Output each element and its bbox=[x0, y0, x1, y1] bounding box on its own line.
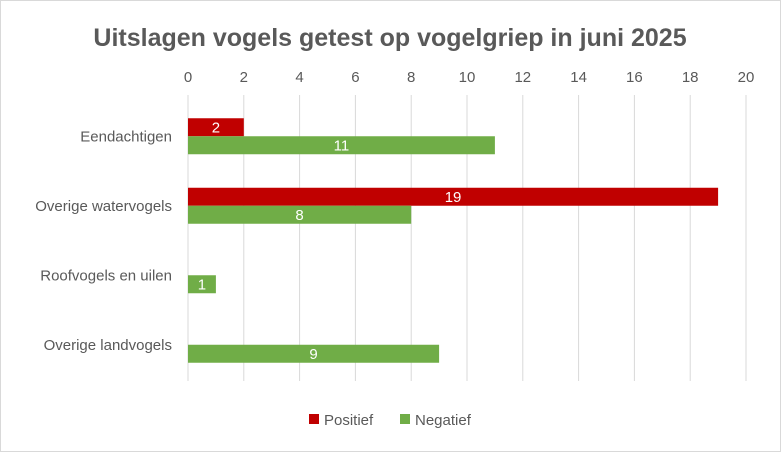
data-label: 1 bbox=[198, 276, 206, 293]
bar-negatief bbox=[188, 136, 495, 155]
x-tick-label: 4 bbox=[295, 69, 303, 86]
legend-label: Negatief bbox=[415, 412, 472, 429]
category-labels: Eendachtigen Overige watervogels Roofvogel… bbox=[35, 128, 172, 354]
x-tick-label: 14 bbox=[570, 69, 587, 86]
x-tick-label: 2 bbox=[240, 69, 248, 86]
legend-swatch-positief bbox=[309, 414, 319, 424]
legend-label: Positief bbox=[324, 412, 374, 429]
x-tick-label: 0 bbox=[184, 69, 192, 86]
data-label: 2 bbox=[212, 119, 220, 136]
bar-positief bbox=[188, 118, 244, 137]
category-label: Eendachtigen bbox=[80, 128, 172, 145]
bar-positief bbox=[188, 187, 719, 206]
bar-negatief bbox=[188, 344, 440, 363]
x-tick-label: 6 bbox=[351, 69, 359, 86]
category-label: Overige watervogels bbox=[35, 198, 172, 215]
data-label: 19 bbox=[445, 189, 462, 206]
category-label: Roofvogels en uilen bbox=[40, 267, 172, 284]
x-tick-label: 10 bbox=[459, 69, 476, 86]
legend-swatch-negatief bbox=[400, 414, 410, 424]
x-tick-label: 18 bbox=[682, 69, 699, 86]
x-tick-label: 16 bbox=[626, 69, 643, 86]
data-label: 9 bbox=[309, 346, 317, 363]
bar-negatief bbox=[188, 275, 216, 294]
data-label: 8 bbox=[295, 207, 303, 224]
x-tick-label: 8 bbox=[407, 69, 415, 86]
x-axis-ticks: 0 2 4 6 8 10 12 14 16 18 20 bbox=[184, 69, 755, 86]
legend: Positief Negatief bbox=[309, 412, 472, 429]
category-label: Overige landvogels bbox=[44, 337, 172, 354]
x-tick-label: 12 bbox=[514, 69, 531, 86]
x-tick-label: 20 bbox=[738, 69, 755, 86]
data-label: 11 bbox=[334, 137, 350, 154]
chart-title: Uitslagen vogels getest op vogelgriep in… bbox=[93, 24, 686, 52]
bar-negatief bbox=[188, 205, 412, 224]
